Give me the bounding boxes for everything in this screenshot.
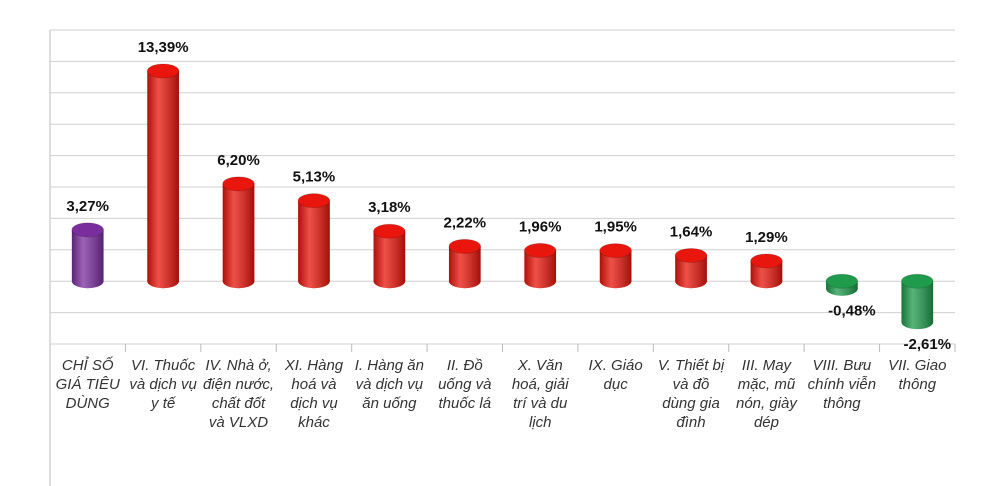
cylinder-top xyxy=(750,253,783,269)
x-tick-label: X. Văn hoá, giải trí và du lịch xyxy=(511,357,569,431)
bar-shade xyxy=(147,70,179,282)
x-tick-label: V. Thiết bị và đồ dùng gia đình xyxy=(657,357,725,431)
value-label: 3,18% xyxy=(368,199,411,216)
value-label: -2,61% xyxy=(904,336,952,353)
x-tick-label: VII. Giao thông xyxy=(888,357,947,393)
cylinder-top xyxy=(448,238,482,254)
value-label: 3,27% xyxy=(66,198,109,215)
x-tick-label: XI. Hàng hoá và dịch vụ khác xyxy=(284,357,344,431)
x-tick-label: II. Đồ uống và thuốc lá xyxy=(438,357,492,412)
value-label: 5,13% xyxy=(293,169,336,186)
x-tick-label: IX. Giáo dục xyxy=(588,357,643,393)
x-tick-label: I. Hàng ăn và dịch vụ ăn uống xyxy=(354,357,424,412)
bar-shade xyxy=(373,231,406,282)
bar-shade xyxy=(298,200,330,282)
x-tick-label: CHỈ SỐ GIÁ TIÊU DÙNG xyxy=(55,357,120,412)
cylinder-top xyxy=(146,63,180,79)
cylinder-top xyxy=(222,176,255,192)
value-label: -0,48% xyxy=(828,303,876,320)
x-tick-label: IV. Nhà ở, điện nước, chất đốt và VLXD xyxy=(202,357,275,431)
bar-shade xyxy=(71,229,104,282)
cylinder-top xyxy=(71,222,105,238)
cylinder-top xyxy=(373,223,406,239)
value-label: 13,39% xyxy=(138,39,189,56)
value-label: 2,22% xyxy=(444,214,487,231)
cylinder-top xyxy=(674,247,708,263)
cylinder-top xyxy=(523,242,557,258)
x-tick-label: VIII. Bưu chính viễn thông xyxy=(807,357,877,412)
cylinder-top xyxy=(599,243,632,259)
cylinder-top xyxy=(297,193,331,209)
value-label: 6,20% xyxy=(217,152,260,169)
x-tick-label: III. May mặc, mũ nón, giày dép xyxy=(736,357,797,431)
bar-shade xyxy=(222,183,255,282)
cylinder-top xyxy=(825,273,859,289)
value-label: 1,96% xyxy=(519,218,562,235)
cylinder-top xyxy=(900,273,934,289)
value-label: 1,95% xyxy=(594,219,637,236)
x-tick-label: VI. Thuốc và dịch vụ y tế xyxy=(129,357,197,412)
value-label: 1,64% xyxy=(670,223,713,240)
value-label: 1,29% xyxy=(745,229,788,246)
